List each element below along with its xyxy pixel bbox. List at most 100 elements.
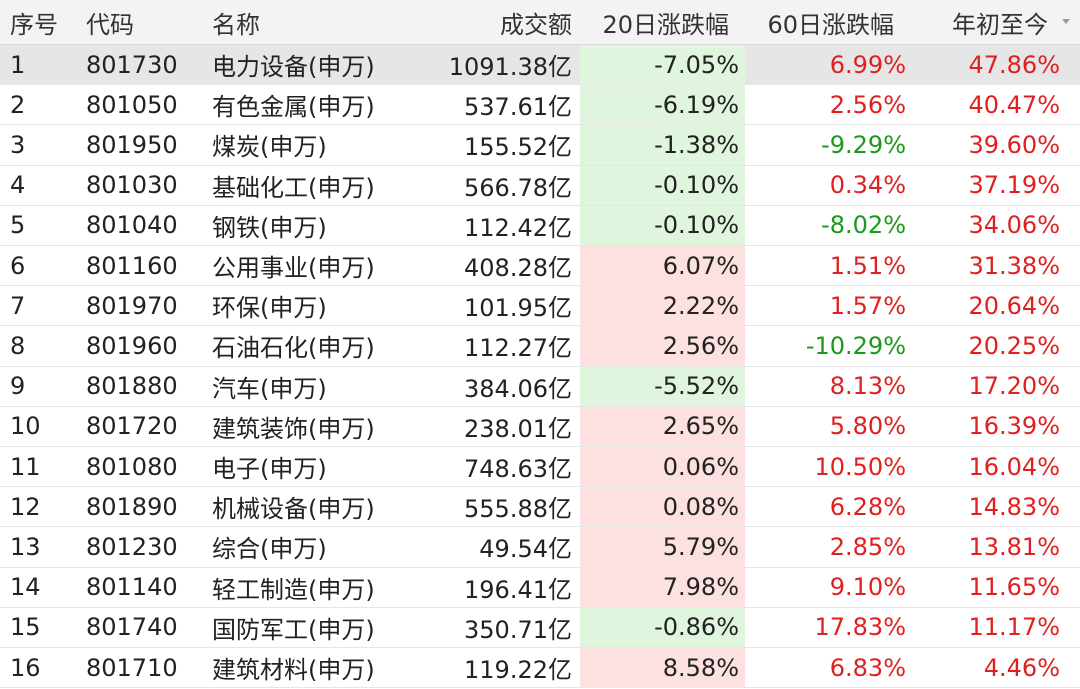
- row-ytd-change: 34.06%: [968, 211, 1060, 240]
- header-d60[interactable]: 60日涨跌幅: [767, 10, 894, 39]
- table-row[interactable]: 16 801710 建筑材料(申万) 119.22亿 8.58% 6.83% 4.46%: [0, 648, 1080, 689]
- row-seq: 5: [10, 211, 26, 240]
- row-amount: 748.63亿: [464, 455, 572, 484]
- row-d60-change: 17.83%: [814, 613, 906, 642]
- row-name: 综合(申万): [212, 535, 327, 564]
- table-row[interactable]: 13 801230 综合(申万) 49.54亿 5.79% 2.85% 13.81%: [0, 527, 1080, 568]
- row-name: 建筑材料(申万): [212, 656, 375, 685]
- table-row[interactable]: 1 801730 电力设备(申万) 1091.38亿 -7.05% 6.99% 47.86%: [0, 45, 1080, 86]
- row-seq: 12: [10, 492, 41, 521]
- row-seq: 7: [10, 291, 26, 320]
- row-name: 环保(申万): [212, 294, 327, 323]
- row-amount: 196.41亿: [464, 575, 572, 604]
- row-code: 801970: [86, 291, 178, 320]
- row-code: 801080: [86, 452, 178, 481]
- row-seq: 9: [10, 372, 26, 401]
- row-d20-change: -0.10%: [580, 205, 745, 245]
- row-d60-change: 1.51%: [829, 251, 906, 280]
- row-d20-change: 5.79%: [580, 527, 745, 567]
- row-amount: 112.27亿: [464, 334, 572, 363]
- table-row[interactable]: 5 801040 钢铁(申万) 112.42亿 -0.10% -8.02% 34.06%: [0, 205, 1080, 246]
- row-amount: 101.95亿: [464, 294, 572, 323]
- row-d60-change: 1.57%: [829, 291, 906, 320]
- table-row[interactable]: 3 801950 煤炭(申万) 155.52亿 -1.38% -9.29% 39.60%: [0, 125, 1080, 166]
- row-name: 建筑装饰(申万): [212, 414, 375, 443]
- header-d20[interactable]: 20日涨跌幅: [602, 10, 729, 39]
- header-code[interactable]: 代码: [86, 10, 134, 39]
- row-name: 汽车(申万): [212, 374, 327, 403]
- table-row[interactable]: 10 801720 建筑装饰(申万) 238.01亿 2.65% 5.80% 16.39%: [0, 406, 1080, 447]
- table-row[interactable]: 8 801960 石油石化(申万) 112.27亿 2.56% -10.29% 20.25%: [0, 326, 1080, 367]
- row-d60-change: 5.80%: [829, 412, 906, 441]
- row-code: 801740: [86, 613, 178, 642]
- row-amount: 119.22亿: [464, 656, 572, 685]
- table-row[interactable]: 15 801740 国防军工(申万) 350.71亿 -0.86% 17.83% 11.17…: [0, 607, 1080, 648]
- table-row[interactable]: 11 801080 电子(申万) 748.63亿 0.06% 10.50% 16.04%: [0, 447, 1080, 488]
- row-name: 钢铁(申万): [212, 213, 327, 242]
- row-code: 801960: [86, 331, 178, 360]
- row-name: 机械设备(申万): [212, 495, 375, 524]
- header-amount[interactable]: 成交额: [500, 10, 572, 39]
- row-d20-change: -0.10%: [580, 165, 745, 205]
- row-seq: 1: [10, 50, 26, 79]
- row-d20-change: 8.58%: [580, 648, 745, 688]
- table-row[interactable]: 6 801160 公用事业(申万) 408.28亿 6.07% 1.51% 31.38%: [0, 246, 1080, 287]
- header-seq[interactable]: 序号: [10, 10, 58, 39]
- row-amount: 155.52亿: [464, 133, 572, 162]
- header-ytd-label: 年初至今: [952, 10, 1048, 39]
- row-d20-change: 0.08%: [580, 487, 745, 527]
- row-seq: 16: [10, 653, 41, 682]
- row-d20-change: 2.65%: [580, 406, 745, 446]
- row-d60-change: 0.34%: [829, 171, 906, 200]
- row-seq: 13: [10, 532, 41, 561]
- header-ytd[interactable]: 年初至今: [910, 0, 1070, 44]
- row-d20-change: 2.56%: [580, 326, 745, 366]
- table-row[interactable]: 2 801050 有色金属(申万) 537.61亿 -6.19% 2.56% 40.47%: [0, 85, 1080, 126]
- row-ytd-change: 47.86%: [968, 50, 1060, 79]
- table-row[interactable]: 14 801140 轻工制造(申万) 196.41亿 7.98% 9.10% 11.65%: [0, 567, 1080, 608]
- table-row[interactable]: 9 801880 汽车(申万) 384.06亿 -5.52% 8.13% 17.20%: [0, 366, 1080, 407]
- table-row[interactable]: 4 801030 基础化工(申万) 566.78亿 -0.10% 0.34% 37.19%: [0, 165, 1080, 206]
- row-d60-change: 6.83%: [829, 653, 906, 682]
- row-amount: 112.42亿: [464, 213, 572, 242]
- row-amount: 384.06亿: [464, 374, 572, 403]
- row-ytd-change: 14.83%: [968, 492, 1060, 521]
- row-amount: 350.71亿: [464, 615, 572, 644]
- row-code: 801040: [86, 211, 178, 240]
- row-code: 801050: [86, 90, 178, 119]
- row-name: 石油石化(申万): [212, 334, 375, 363]
- header-name[interactable]: 名称: [212, 10, 260, 39]
- row-code: 801890: [86, 492, 178, 521]
- row-ytd-change: 20.64%: [968, 291, 1060, 320]
- row-d20-change: 2.22%: [580, 286, 745, 326]
- row-ytd-change: 11.17%: [968, 613, 1060, 642]
- row-d20-change: 6.07%: [580, 246, 745, 286]
- row-name: 有色金属(申万): [212, 93, 375, 122]
- row-seq: 6: [10, 251, 26, 280]
- row-code: 801710: [86, 653, 178, 682]
- row-d60-change: 9.10%: [829, 573, 906, 602]
- row-ytd-change: 20.25%: [968, 331, 1060, 360]
- row-seq: 10: [10, 412, 41, 441]
- row-d20-change: 0.06%: [580, 447, 745, 487]
- row-code: 801720: [86, 412, 178, 441]
- row-d60-change: 2.85%: [829, 532, 906, 561]
- row-d20-change: -1.38%: [580, 125, 745, 165]
- row-ytd-change: 4.46%: [983, 653, 1060, 682]
- sort-desc-icon[interactable]: [1062, 19, 1070, 24]
- row-d60-change: 10.50%: [814, 452, 906, 481]
- row-d20-change: -6.19%: [580, 85, 745, 125]
- row-code: 801730: [86, 50, 178, 79]
- row-ytd-change: 39.60%: [968, 130, 1060, 159]
- row-seq: 15: [10, 613, 41, 642]
- row-name: 电力设备(申万): [212, 53, 375, 82]
- row-seq: 2: [10, 90, 26, 119]
- row-amount: 49.54亿: [479, 535, 572, 564]
- row-d20-change: -0.86%: [580, 607, 745, 647]
- table-row[interactable]: 7 801970 环保(申万) 101.95亿 2.22% 1.57% 20.64%: [0, 286, 1080, 327]
- row-d20-change: -7.05%: [580, 45, 745, 85]
- row-seq: 3: [10, 130, 26, 159]
- row-ytd-change: 13.81%: [968, 532, 1060, 561]
- row-d60-change: 6.99%: [829, 50, 906, 79]
- table-row[interactable]: 12 801890 机械设备(申万) 555.88亿 0.08% 6.28% 14.83%: [0, 487, 1080, 528]
